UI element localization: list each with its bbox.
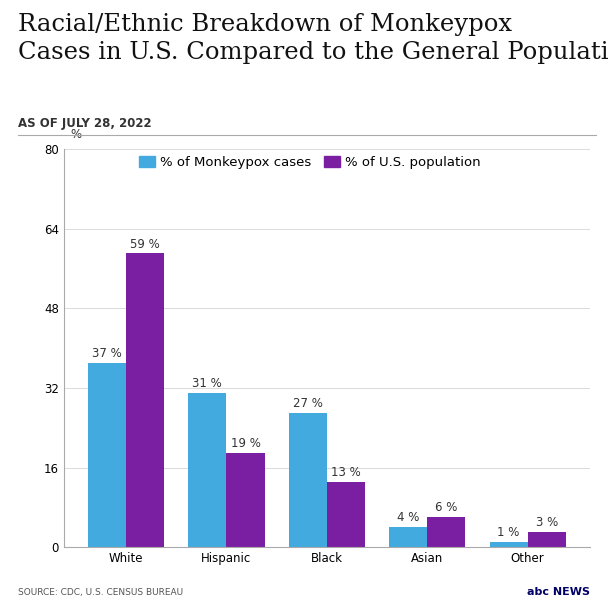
- Bar: [427, 517, 465, 547]
- Bar: [226, 452, 264, 547]
- Text: 19 %: 19 %: [230, 437, 260, 450]
- Text: 31 %: 31 %: [192, 377, 222, 390]
- Text: 13 %: 13 %: [331, 466, 361, 480]
- Text: 1 %: 1 %: [497, 527, 520, 539]
- Legend: % of Monkeypox cases, % of U.S. population: % of Monkeypox cases, % of U.S. populati…: [139, 156, 481, 168]
- Bar: [88, 363, 126, 547]
- Bar: [389, 527, 427, 547]
- Bar: [126, 254, 164, 547]
- Text: 37 %: 37 %: [92, 347, 122, 360]
- Text: 27 %: 27 %: [293, 397, 323, 410]
- Bar: [326, 483, 365, 547]
- Bar: [289, 413, 326, 547]
- Text: SOURCE: CDC, U.S. CENSUS BUREAU: SOURCE: CDC, U.S. CENSUS BUREAU: [18, 588, 184, 597]
- Text: 6 %: 6 %: [435, 502, 457, 514]
- Bar: [528, 532, 566, 547]
- Text: AS OF JULY 28, 2022: AS OF JULY 28, 2022: [18, 117, 152, 130]
- Text: abc NEWS: abc NEWS: [527, 587, 590, 597]
- Text: 3 %: 3 %: [536, 516, 558, 530]
- Text: 4 %: 4 %: [397, 511, 420, 524]
- Bar: [188, 393, 226, 547]
- Text: Racial/Ethnic Breakdown of Monkeypox
Cases in U.S. Compared to the General Popul: Racial/Ethnic Breakdown of Monkeypox Cas…: [18, 13, 608, 64]
- Bar: [489, 542, 528, 547]
- Text: %: %: [70, 128, 81, 142]
- Text: 59 %: 59 %: [130, 238, 160, 250]
